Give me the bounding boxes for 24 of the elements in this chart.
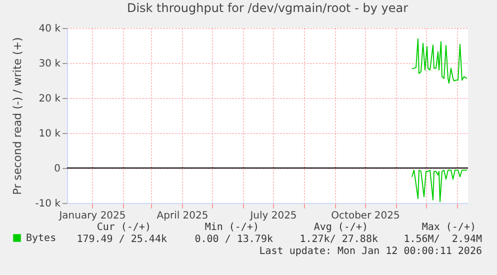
x-tick-label: April 2025 (156, 210, 208, 222)
y-tick-label: 30 k (38, 58, 61, 70)
x-tick-label: July 2025 (249, 210, 297, 222)
x-tick-label: October 2025 (331, 210, 400, 222)
chart-title: Disk throughput for /dev/vgmain/root - by year (126, 1, 408, 15)
text: 1.27k/ 27.88k (300, 234, 378, 246)
text: 1.56M/ 2.94M (404, 234, 482, 246)
text: Max (-/+) (422, 222, 476, 234)
text: Avg (-/+) (314, 222, 368, 234)
y-tick-label: 20 k (38, 94, 61, 104)
line-series (412, 38, 468, 84)
text: 0.00 / 13.79k (194, 234, 273, 246)
y-axis-title: Pr second read (-) / write (+) (11, 37, 24, 195)
x-tick-label: January 2025 (58, 210, 126, 222)
legend-label: Bytes (26, 233, 56, 244)
y-tick-label: 10 k (38, 128, 61, 140)
text: Min (-/+) (204, 222, 259, 234)
text: Cur (-/+) (96, 222, 151, 234)
text: 179.49 / 25.44k (76, 234, 167, 246)
y-tick-label: -10 k (35, 198, 61, 210)
text: Last update: Mon Jan 12 00:00:11 2026 (259, 246, 482, 258)
y-tick-label: 40 k (38, 24, 61, 34)
line-series (412, 170, 468, 202)
y-tick-label: 0 (54, 164, 60, 174)
